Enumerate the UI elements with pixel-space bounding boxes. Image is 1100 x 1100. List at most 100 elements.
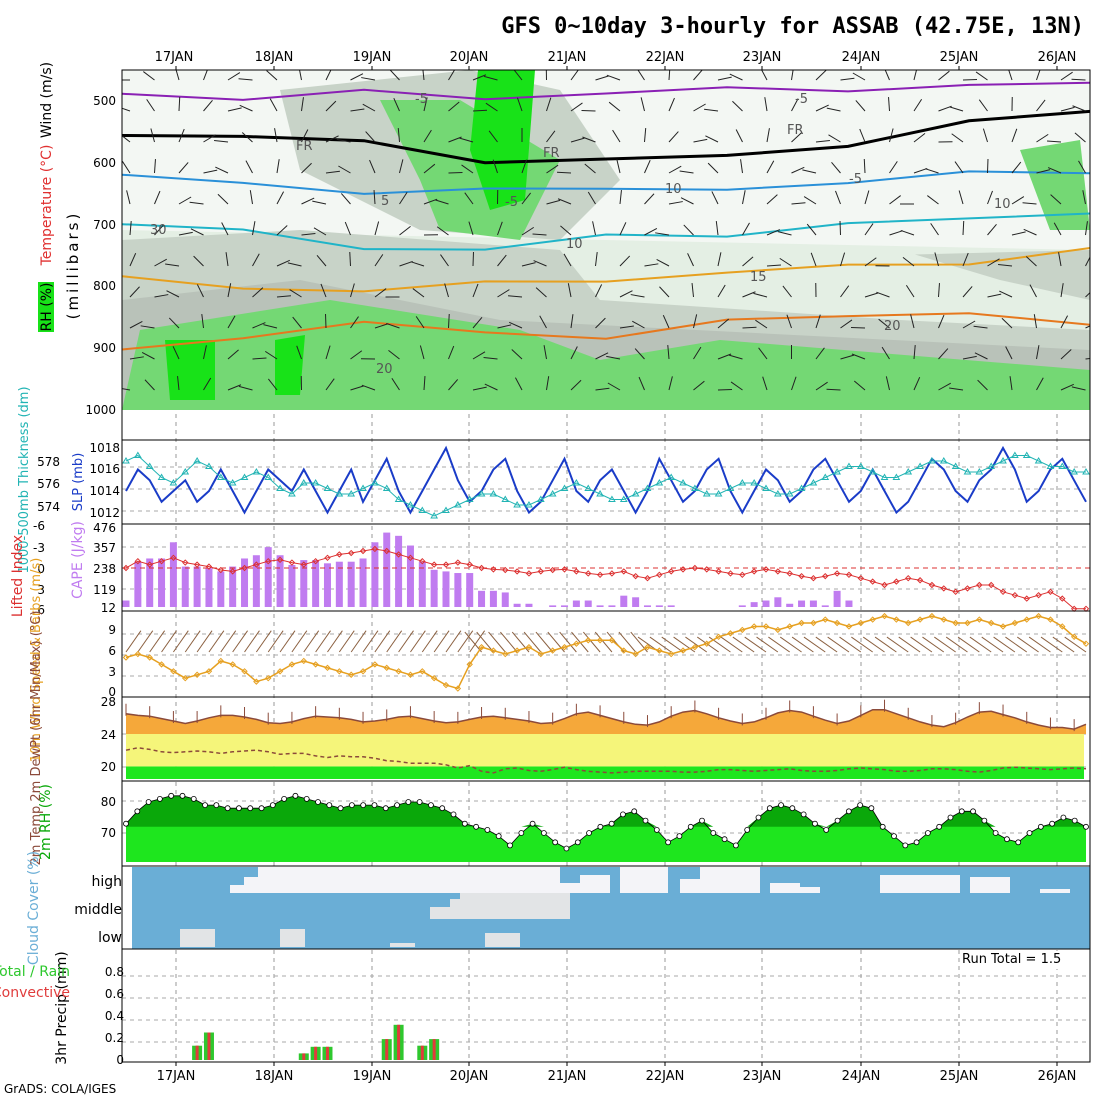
wind-speed-point [265, 674, 272, 682]
rh-patch-5 [122, 300, 1090, 410]
upper-wind-barb [977, 379, 988, 391]
wind-speed-point [537, 650, 545, 658]
thickness-point [631, 490, 640, 497]
upper-wind-barb [365, 131, 376, 143]
upper-wind-barb [840, 354, 855, 360]
upper-wind-barb [1036, 99, 1046, 112]
slp-ytick-1014: 1014 [89, 484, 120, 498]
temp-ytick-20: 20 [101, 760, 116, 774]
upper-wind-barb [241, 132, 253, 143]
upper-wind-barb [497, 289, 510, 298]
upper-wind-barb [826, 107, 841, 112]
rh2m-point [1049, 820, 1056, 827]
cape-bar [738, 605, 746, 607]
thickness-point [323, 484, 332, 491]
upper-wind-barb [828, 134, 841, 143]
lifted-index-point [727, 570, 734, 577]
cape-bar [466, 573, 474, 607]
upper-wind-barb [608, 101, 621, 112]
upper-wind-barb [925, 168, 939, 174]
rh2m-point [518, 830, 525, 836]
isotherm-1 [122, 109, 1090, 165]
upper-wind-barb [472, 351, 486, 360]
wind-speed-point [407, 671, 414, 678]
wind-speed-point [703, 640, 710, 647]
upper-wind-barb [1011, 231, 1026, 236]
thickness-point [548, 490, 557, 497]
lifted-index-point [454, 559, 462, 566]
upper-wind-barb [399, 191, 408, 205]
lifted-index-point [964, 585, 971, 592]
upper-wind-barb [393, 98, 400, 112]
thickness-point [714, 490, 723, 497]
upper-wind-barb [488, 130, 498, 143]
cape-bar [158, 558, 166, 607]
upper-wind-barb [840, 252, 846, 267]
cloud-fill [700, 867, 760, 893]
upper-wind-barb [728, 354, 743, 360]
upper-wind-barb [766, 128, 770, 143]
wind-speed-point [1011, 619, 1019, 627]
upper-wind-barb [374, 288, 387, 298]
contour-label-1: -5 [795, 92, 808, 107]
thickness-point [371, 479, 379, 486]
upper-wind-barb [350, 108, 365, 112]
thickness-point [785, 490, 794, 497]
thickness-point [501, 495, 510, 502]
upper-wind-barb [397, 128, 400, 143]
wind-speed-point [916, 616, 924, 623]
upper-wind-barb [913, 70, 918, 81]
rh2m-point [552, 839, 559, 846]
upper-wind-barb [913, 377, 921, 391]
lifted-index-point [288, 559, 296, 566]
precip-ytick-0: 0 [116, 1053, 124, 1067]
wind-speed-point [513, 647, 521, 654]
upper-wind-barb [753, 292, 768, 298]
rh2m-point [145, 799, 152, 805]
rh2m-ytick-70: 70 [101, 826, 116, 840]
lifted-index-point [810, 574, 817, 582]
upper-wind-barb [570, 346, 578, 360]
wind-speed-point [561, 643, 568, 651]
cloud-row-bg-1 [132, 893, 1090, 921]
thickness-line [125, 454, 1086, 517]
surface-wind-barb [945, 636, 968, 653]
upper-wind-barb [196, 284, 204, 298]
wind-speed-point [182, 674, 189, 682]
date-top-3: 20JAN [450, 50, 489, 65]
thickness-point [880, 473, 889, 480]
upper-wind-barb [1011, 196, 1025, 205]
cloud-fill [258, 867, 352, 893]
rh2m-point [891, 833, 897, 839]
wind-speed-point [395, 668, 402, 675]
wind-speed-point [205, 668, 213, 675]
rh2m-point [687, 823, 694, 830]
wind-speed-point [893, 616, 900, 623]
lifted-index-point [241, 564, 248, 572]
precip-convective-bar [314, 1046, 318, 1060]
surface-wind-barb [386, 630, 403, 653]
surface-wind-barb [594, 631, 613, 653]
upper-wind-barb [717, 76, 732, 81]
lifted-index-point [644, 574, 651, 582]
cape-bar [821, 605, 829, 607]
lifted-index-point [442, 561, 450, 568]
rh2m-point [710, 830, 717, 836]
upper-wind-barb [154, 294, 169, 298]
cape-bar [620, 595, 628, 607]
lifted-index-point [1035, 591, 1042, 599]
surface-wind-barb [303, 630, 320, 653]
upper-wind-barb [889, 128, 894, 143]
cloud-fill [230, 885, 244, 893]
upper-wind-barb [962, 286, 973, 298]
surface-wind-barb [445, 630, 462, 653]
upper-wind-barb [129, 253, 137, 267]
surface-wind-barb [421, 630, 438, 653]
upper-wind-barb [126, 190, 131, 205]
surface-wind-barb [922, 636, 945, 653]
rh2m-point [190, 796, 197, 802]
upper-wind-barb [252, 221, 256, 236]
lifted-index-point [822, 572, 829, 580]
precip-ytick-0.4: 0.4 [105, 1009, 124, 1023]
upper-wind-barb [913, 167, 928, 174]
